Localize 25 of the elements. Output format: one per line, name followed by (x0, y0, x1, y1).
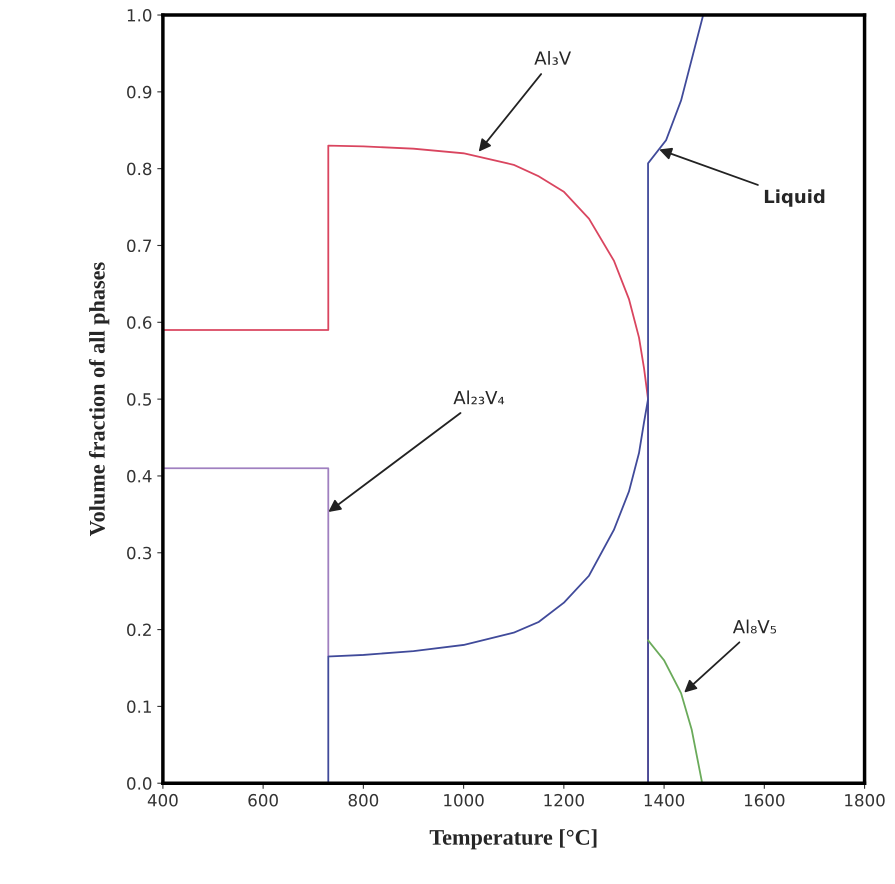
annotation: Al₂₃V₄ (453, 390, 504, 404)
y-tick-label: 0.6 (127, 316, 152, 329)
x-axis-title: Temperature [°C] (430, 829, 596, 850)
y-tick-label: 0.5 (127, 393, 152, 406)
x-tick-label: 1000 (444, 794, 484, 807)
x-tick-label: 800 (348, 794, 378, 807)
annotation: Al₈V₅ (732, 620, 776, 634)
x-tick-label: 1600 (744, 794, 784, 807)
y-tick-label: 0.0 (127, 777, 152, 790)
annotation: Liquid (764, 189, 824, 207)
y-tick-label: 0.8 (127, 162, 152, 176)
y-tick-label: 0.4 (127, 470, 152, 483)
x-tick-label: 1800 (845, 794, 885, 807)
x-tick-label: 600 (248, 794, 278, 807)
y-tick-label: 1.0 (128, 8, 152, 22)
y-axis-title: Volume fraction of all phases (88, 262, 110, 536)
x-tick-label: 400 (148, 794, 178, 807)
y-tick-label: 0.9 (127, 86, 152, 98)
y-tick-label: 0.1 (127, 700, 151, 713)
y-tick-label: 0.3 (127, 546, 152, 560)
y-tick-label: 0.7 (127, 239, 152, 252)
annotation: Al₃V (534, 50, 572, 65)
x-tick-label: 1400 (644, 794, 684, 807)
y-tick-label: 0.2 (127, 624, 151, 636)
x-tick-label: 1200 (544, 794, 584, 807)
